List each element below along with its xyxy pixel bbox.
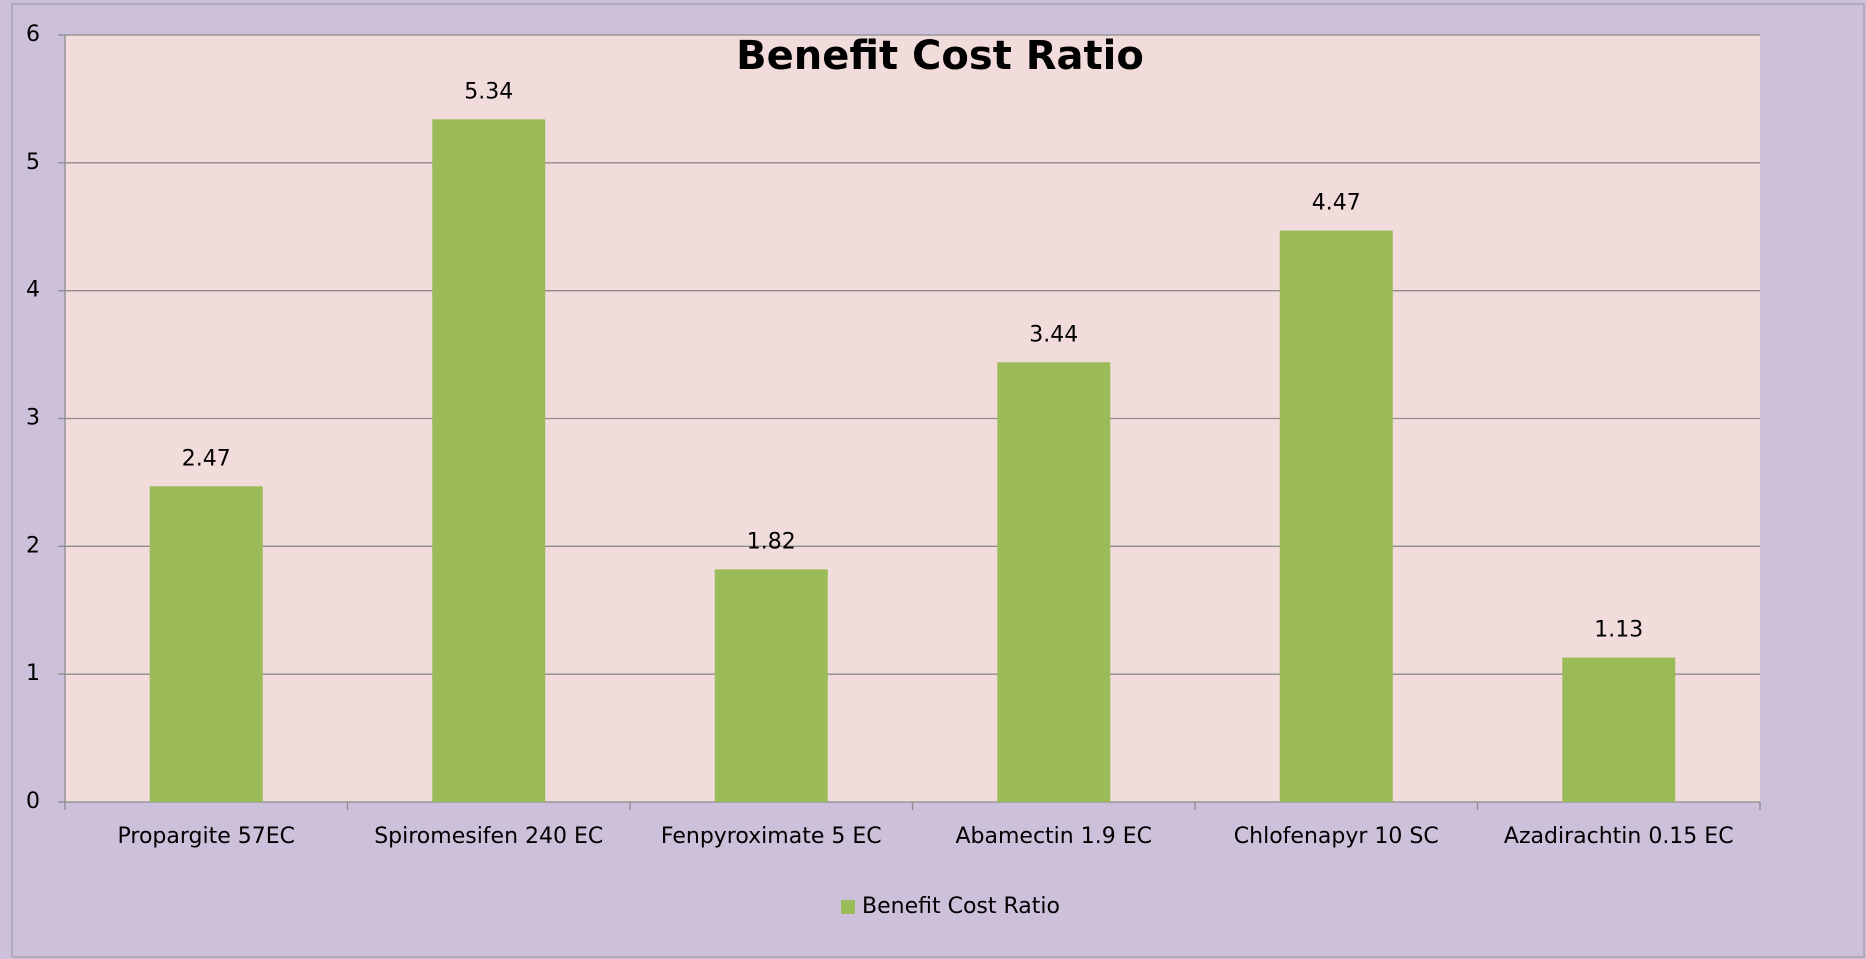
x-tick-label: Chlofenapyr 10 SC: [1234, 824, 1439, 849]
legend-label: Benefit Cost Ratio: [862, 894, 1060, 919]
y-tick-label: 3: [26, 406, 40, 431]
bar: [714, 569, 828, 802]
y-tick-label: 5: [26, 150, 40, 175]
data-label: 5.34: [464, 79, 513, 104]
y-tick-label: 0: [26, 789, 40, 814]
data-label: 4.47: [1312, 191, 1361, 216]
bar: [997, 362, 1111, 802]
y-tick-label: 4: [26, 278, 40, 303]
x-tick-label: Propargite 57EC: [118, 824, 296, 849]
y-tick-label: 2: [26, 533, 40, 558]
x-tick-label: Fenpyroximate 5 EC: [661, 824, 882, 849]
x-tick-label: Azadirachtin 0.15 EC: [1504, 824, 1734, 849]
y-tick-label: 1: [26, 661, 40, 686]
data-label: 2.47: [182, 446, 231, 471]
bar: [1562, 657, 1676, 802]
x-tick-label: Abamectin 1.9 EC: [956, 824, 1152, 849]
data-label: 1.82: [747, 529, 796, 554]
bar: [1279, 230, 1393, 802]
data-label: 1.13: [1594, 618, 1643, 643]
data-label: 3.44: [1029, 322, 1078, 347]
chart-title: Benefit Cost Ratio: [736, 33, 1144, 79]
bar: [149, 486, 263, 802]
x-tick-label: Spiromesifen 240 EC: [374, 824, 603, 849]
y-tick-label: 6: [26, 22, 40, 47]
legend-swatch: [841, 900, 855, 914]
bar: [432, 119, 546, 803]
